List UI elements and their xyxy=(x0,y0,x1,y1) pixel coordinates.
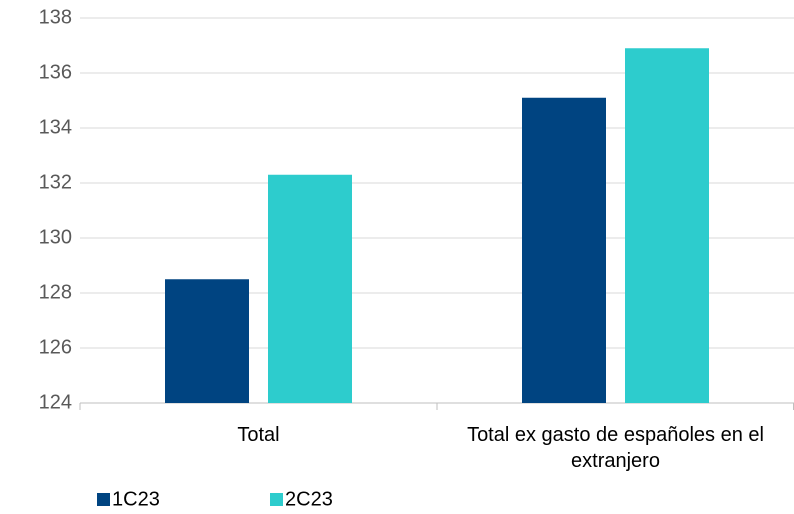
y-tick-label: 136 xyxy=(39,61,72,83)
bar xyxy=(165,279,249,403)
legend-label: 1C23 xyxy=(112,488,160,510)
bar xyxy=(625,48,709,403)
y-tick-label: 130 xyxy=(39,226,72,248)
y-tick-label: 132 xyxy=(39,171,72,193)
y-tick-label: 126 xyxy=(39,336,72,358)
y-tick-label: 138 xyxy=(39,6,72,28)
y-tick-label: 134 xyxy=(39,116,72,138)
legend-swatch xyxy=(97,493,110,506)
legend-label: 2C23 xyxy=(285,488,333,510)
legend-swatch xyxy=(270,493,283,506)
y-tick-label: 128 xyxy=(39,281,72,303)
x-tick-label: Total xyxy=(237,424,280,446)
y-tick-label: 124 xyxy=(39,391,72,413)
x-tick-label: Total ex gasto de españoles en el extran… xyxy=(467,424,764,472)
bar xyxy=(268,174,352,403)
bar xyxy=(522,97,606,403)
